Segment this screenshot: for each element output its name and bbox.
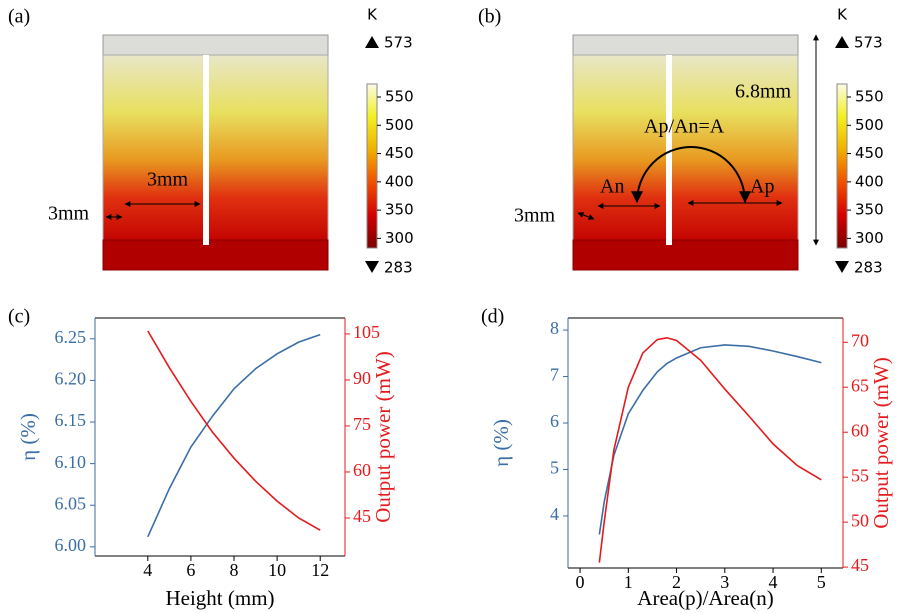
y2-tick-label: 75 bbox=[353, 414, 371, 434]
y2-axis-title: Output power (mW) bbox=[869, 357, 893, 528]
y-tick-label: 5 bbox=[550, 458, 559, 478]
y-tick-label: 6.05 bbox=[55, 493, 87, 513]
colorbar-tick-label: 400 bbox=[385, 172, 414, 190]
colorbar-min: 283 bbox=[854, 259, 883, 277]
y-axis-title: η (%) bbox=[489, 419, 513, 467]
leg bbox=[103, 55, 328, 245]
colorbar-tick-label: 300 bbox=[855, 229, 884, 247]
max-marker bbox=[835, 36, 849, 48]
colorbar-tick-label: 500 bbox=[385, 116, 414, 134]
y2-tick-label: 50 bbox=[851, 510, 869, 530]
slit bbox=[203, 55, 209, 245]
panel-label: (c) bbox=[8, 306, 30, 328]
colorbar bbox=[367, 84, 377, 248]
y-tick-label: 6.25 bbox=[55, 327, 87, 347]
min-marker bbox=[835, 261, 849, 273]
colorbar-tick-label: 500 bbox=[855, 116, 884, 134]
colorbar-unit: K bbox=[367, 6, 378, 24]
annotation: An bbox=[600, 176, 624, 198]
annotation: 3mm bbox=[147, 169, 189, 191]
colorbar-unit: K bbox=[837, 6, 848, 24]
base bbox=[573, 240, 798, 270]
y2-tick-label: 55 bbox=[851, 465, 869, 485]
y-tick-label: 8 bbox=[550, 318, 559, 338]
x-tick-label: 6 bbox=[186, 560, 195, 580]
series-line bbox=[599, 345, 821, 535]
x-tick-label: 1 bbox=[624, 572, 633, 592]
y2-tick-label: 60 bbox=[353, 460, 371, 480]
y2-tick-label: 90 bbox=[353, 368, 371, 388]
colorbar-tick-label: 300 bbox=[385, 229, 414, 247]
colorbar-tick-label: 350 bbox=[855, 201, 884, 219]
figure: (a) 3mm 3mm (b) 3mm An Ap Ap/An=A 6.8mm … bbox=[0, 0, 905, 613]
annotation: Ap/An=A bbox=[644, 116, 725, 138]
annotation: 3mm bbox=[48, 203, 90, 225]
series-line bbox=[148, 335, 320, 537]
colorbar-tick-label: 450 bbox=[855, 144, 884, 162]
max-marker bbox=[365, 36, 379, 48]
colorbar-tick-label: 450 bbox=[385, 144, 414, 162]
annotation: 6.8mm bbox=[735, 81, 792, 103]
colorbar-tick-label: 400 bbox=[855, 172, 884, 190]
y-tick-label: 6.15 bbox=[55, 410, 87, 430]
x-tick-label: 12 bbox=[311, 560, 329, 580]
plate bbox=[103, 35, 328, 55]
panel-b: (b) 3mm An Ap Ap/An=A 6.8mm bbox=[478, 6, 816, 270]
panel-a: (a) 3mm 3mm bbox=[8, 6, 328, 270]
plate bbox=[573, 35, 798, 55]
colorbar bbox=[837, 84, 847, 248]
x-tick-label: 10 bbox=[268, 560, 286, 580]
x-tick-label: 0 bbox=[576, 572, 585, 592]
y-tick-label: 6.20 bbox=[55, 369, 87, 389]
y2-tick-label: 45 bbox=[851, 555, 869, 575]
y-tick-label: 6.10 bbox=[55, 452, 87, 472]
x-axis-title: Area(p)/Area(n) bbox=[637, 586, 773, 610]
panel-label: (d) bbox=[481, 306, 504, 328]
series-line bbox=[599, 338, 821, 563]
y2-tick-label: 65 bbox=[851, 375, 869, 395]
y2-tick-label: 105 bbox=[353, 322, 380, 342]
y-axis-title: η (%) bbox=[16, 413, 40, 461]
base bbox=[103, 240, 328, 270]
panel-label: (a) bbox=[8, 6, 30, 28]
x-tick-label: 4 bbox=[143, 560, 152, 580]
annotation: 3mm bbox=[514, 205, 556, 227]
series-line bbox=[148, 331, 320, 530]
colorbar-max: 573 bbox=[854, 34, 883, 52]
min-marker bbox=[365, 261, 379, 273]
y-tick-label: 4 bbox=[550, 504, 559, 524]
panel-label: (b) bbox=[478, 6, 501, 28]
y-tick-label: 6.00 bbox=[55, 535, 87, 555]
colorbar-tick-label: 550 bbox=[855, 88, 884, 106]
y2-tick-label: 60 bbox=[851, 420, 869, 440]
colorbar-tick-label: 550 bbox=[385, 88, 414, 106]
colorbar-tick-label: 350 bbox=[385, 201, 414, 219]
x-axis-title: Height (mm) bbox=[165, 586, 274, 610]
y2-tick-label: 45 bbox=[353, 506, 371, 526]
y-tick-label: 7 bbox=[550, 365, 559, 385]
y-tick-label: 6 bbox=[550, 411, 559, 431]
colorbar-min: 283 bbox=[384, 259, 413, 277]
x-tick-label: 5 bbox=[817, 572, 826, 592]
y2-axis-title: Output power (mW) bbox=[371, 351, 395, 522]
colorbar-max: 573 bbox=[384, 34, 413, 52]
x-tick-label: 8 bbox=[230, 560, 239, 580]
annotation: Ap bbox=[750, 176, 774, 198]
y2-tick-label: 70 bbox=[851, 330, 869, 350]
